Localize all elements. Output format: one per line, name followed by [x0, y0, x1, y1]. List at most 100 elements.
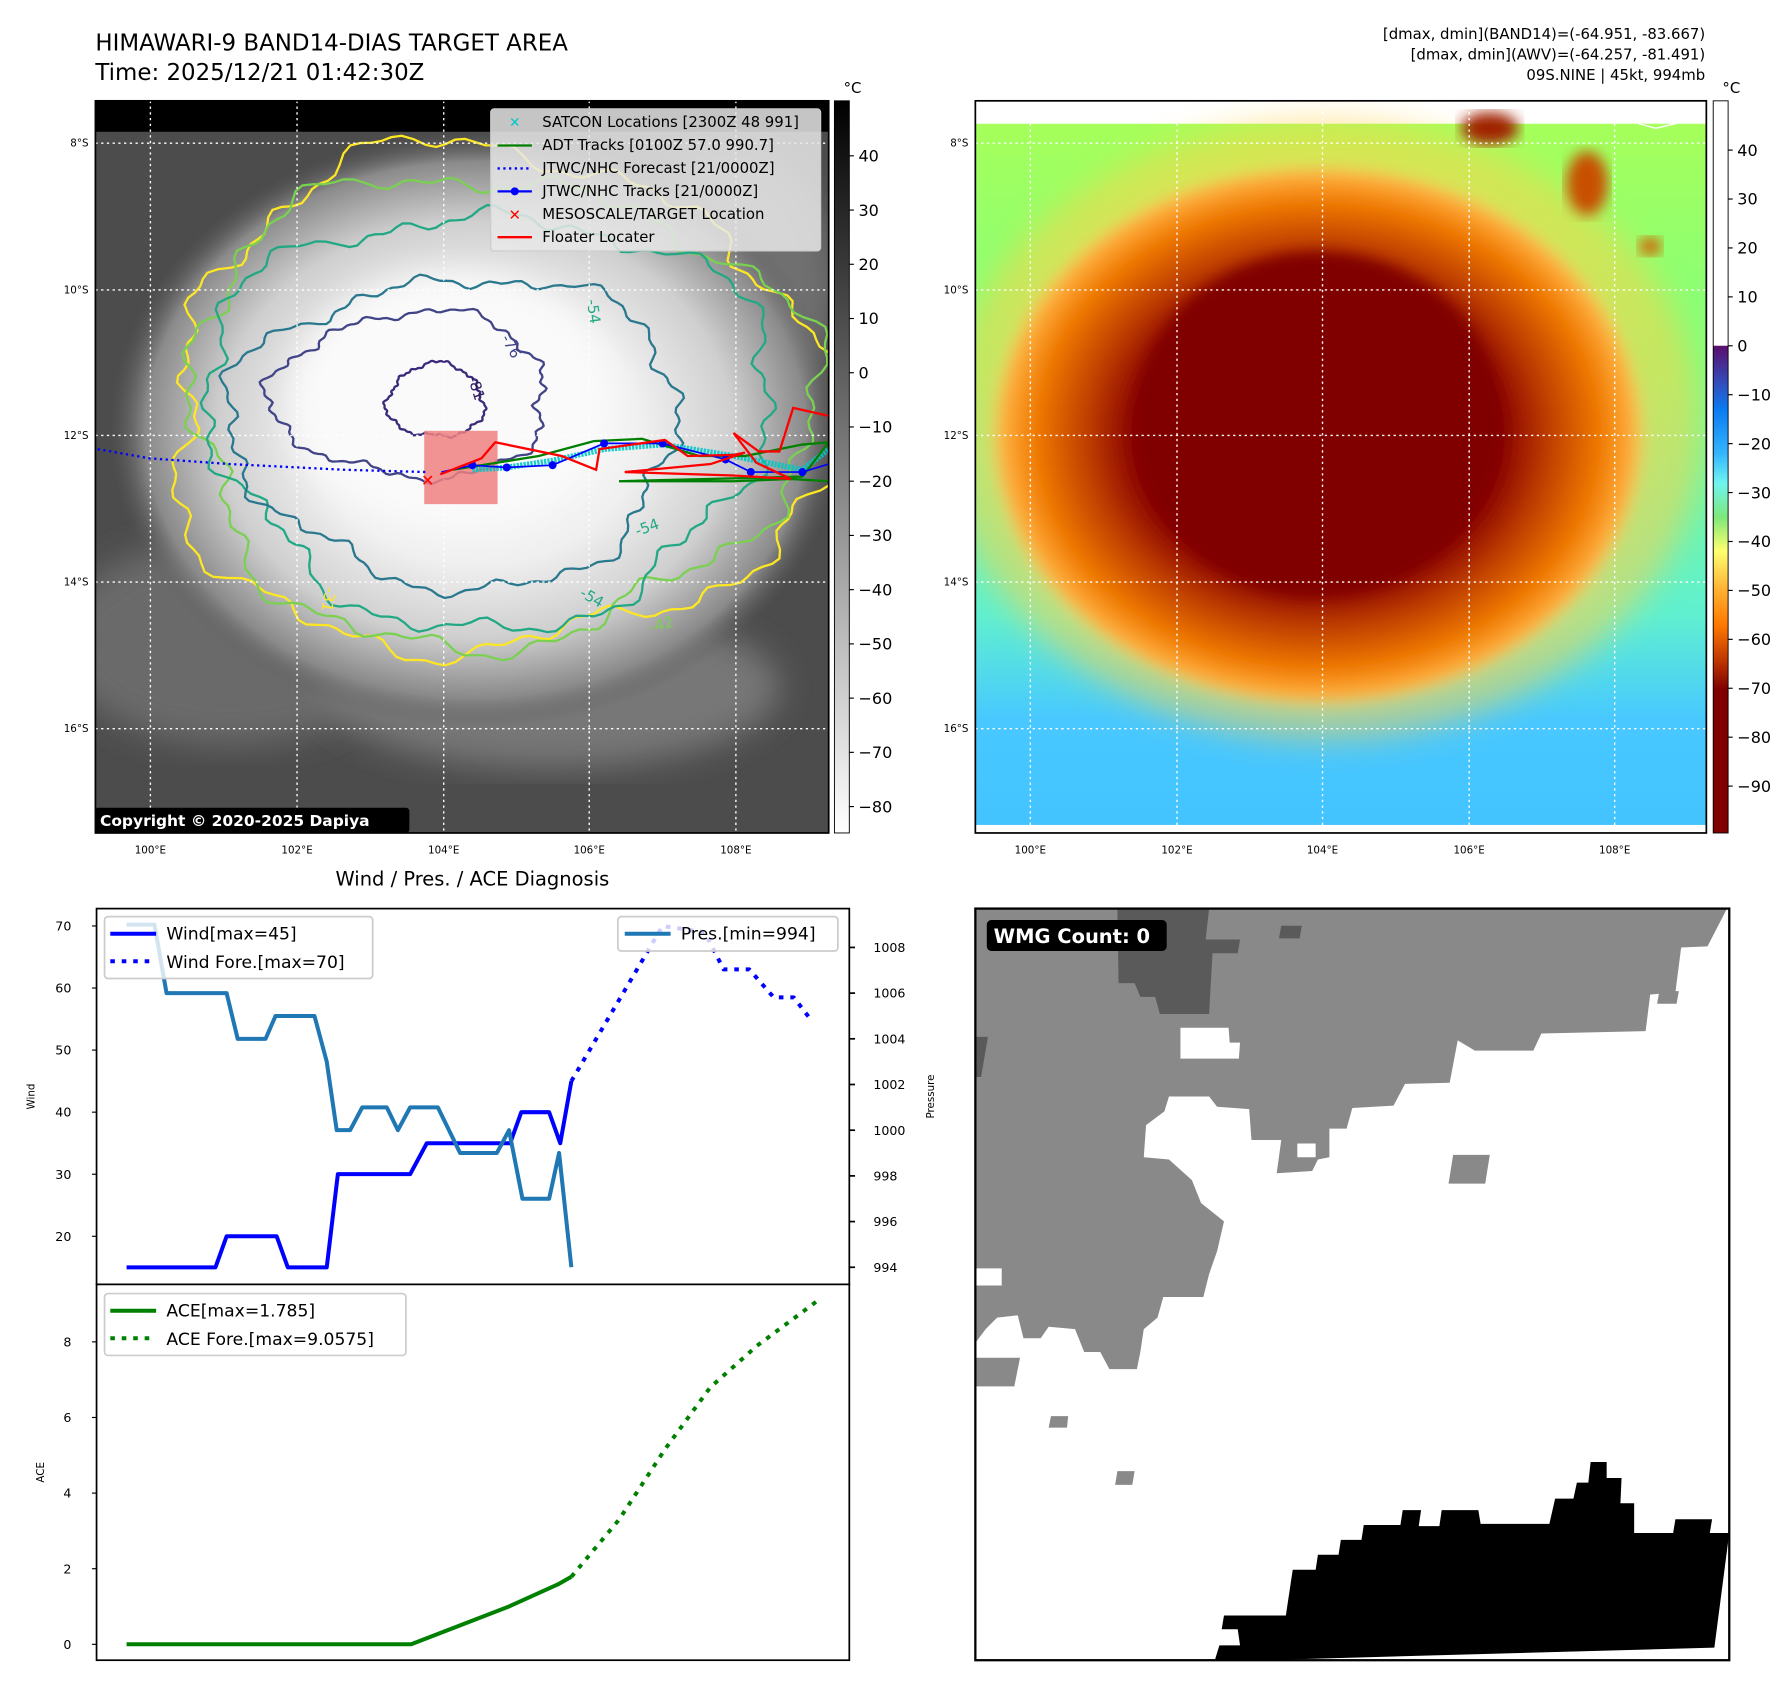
- colorbar-tick-label: −10: [858, 418, 892, 437]
- lon-label: 108°E: [720, 845, 751, 857]
- pressure-tick-label: 1002: [873, 1077, 905, 1092]
- legend-pressure: Pres.[min=994]: [681, 925, 816, 945]
- legend-wind: Wind[max=45]: [166, 925, 296, 945]
- colorbar-tick-label: −60: [858, 689, 892, 708]
- contour-label: -42: [647, 613, 675, 637]
- awv-map-frame: [974, 99, 1708, 834]
- wmg-panel: WMG Count: 0: [975, 908, 1730, 1661]
- wind-series: [126, 1080, 574, 1270]
- colorbar-tick-label: −50: [1737, 581, 1771, 600]
- copyright: Copyright © 2020-2025 Dapiya: [100, 812, 370, 830]
- wmg-frame: [974, 907, 1731, 1662]
- wmg-gray-region: [975, 908, 1727, 1370]
- lat-label: 16°S: [64, 723, 89, 735]
- ir-colorbar-ticks: 40 30 20 10 0 −10 −20 −30 −40 −50 −60 −70 −80: [849, 147, 892, 816]
- legend-adt: ADT Tracks [0100Z 57.0 990.7]: [542, 136, 774, 154]
- legend-floater: Floater Locater: [542, 228, 655, 246]
- lon-label: 104°E: [428, 845, 459, 857]
- colorbar-tick-label: −70: [1737, 679, 1771, 698]
- wmg-count-badge: [986, 920, 1167, 951]
- legend-wind-forecast: Wind Fore.[max=70]: [166, 953, 344, 973]
- wind-tick-label: 50: [55, 1043, 71, 1058]
- jtwc-forecast-track: [97, 448, 427, 474]
- wind-legend: Wind[max=45] Wind Fore.[max=70]: [103, 915, 374, 980]
- track-point-icon: [510, 187, 519, 196]
- awv-map: [975, 100, 1707, 833]
- wind-tick-label: 20: [55, 1229, 71, 1244]
- ir-map-legend: ✕ SATCON Locations [2300Z 48 991] ADT Tr…: [490, 108, 822, 252]
- legend-jtwc-tracks: JTWC/NHC Tracks [21/0000Z]: [541, 182, 758, 200]
- contour-label: -54: [583, 298, 604, 325]
- colorbar-tick-label: −50: [858, 635, 892, 654]
- ir-lon-labels: 100°E 102°E 104°E 106°E 108°E: [135, 845, 752, 857]
- ace-tick-label: 2: [63, 1561, 71, 1576]
- lat-label: 8°S: [950, 138, 968, 150]
- ace-fore-series: [569, 1300, 818, 1579]
- lat-label: 8°S: [70, 138, 88, 150]
- lat-label: 12°S: [944, 430, 969, 442]
- wind-tick-label: 40: [55, 1105, 71, 1120]
- pressure-legend: Pres.[min=994]: [617, 915, 839, 952]
- wind-tick-label: 70: [55, 919, 71, 934]
- legend-satcon: SATCON Locations [2300Z 48 991]: [542, 113, 799, 131]
- band14-range: [dmax, dmin](BAND14)=(-64.951, -83.667): [1383, 25, 1705, 43]
- colorbar-tick-label: −20: [858, 472, 892, 491]
- lat-label: 12°S: [64, 430, 89, 442]
- wind-tick-label: 30: [55, 1167, 71, 1182]
- copyright-box: [95, 807, 410, 833]
- awv-colorbar-ticks: 40 30 20 10 0 −10 −20 −30 −40 −50 −60 −70 −80 −90: [1728, 141, 1771, 796]
- colorbar-tick-label: −70: [858, 743, 892, 762]
- colorbar-tick-label: 30: [1737, 190, 1757, 209]
- wind-axis-label: Wind: [26, 1084, 38, 1110]
- lat-label: 14°S: [944, 576, 969, 588]
- ir-map: ✕ -76 -81 -54 -54 -54 -42 -31 ✕ SATCON L…: [95, 100, 829, 833]
- adt-track: [452, 437, 829, 483]
- lon-label: 100°E: [135, 845, 166, 857]
- colorbar-tick-label: 10: [858, 309, 878, 328]
- satcon-x-icon: ✕: [509, 115, 521, 131]
- contour-label: -31: [318, 586, 340, 613]
- lon-label: 108°E: [1599, 845, 1630, 857]
- ir-colorbar-unit: °C: [844, 79, 862, 97]
- ir-lat-labels: 8°S 10°S 12°S 14°S 16°S: [64, 138, 89, 735]
- lon-label: 102°E: [1161, 845, 1192, 857]
- colorbar-tick-label: −80: [858, 797, 892, 816]
- diagnosis-title: Wind / Pres. / ACE Diagnosis: [335, 868, 609, 891]
- pressure-tick-label: 1008: [873, 940, 905, 955]
- awv-colorbar: [1712, 100, 1729, 834]
- ace-tick-label: 8: [63, 1334, 71, 1349]
- lon-label: 100°E: [1015, 845, 1046, 857]
- legend-ace: ACE[max=1.785]: [166, 1301, 315, 1321]
- legend-mesoscale: MESOSCALE/TARGET Location: [542, 205, 764, 223]
- colorbar-tick-label: −20: [1737, 434, 1771, 453]
- colorbar-tick-label: 20: [858, 255, 878, 274]
- lon-label: 104°E: [1307, 845, 1338, 857]
- storm-info: 09S.NINE | 45kt, 994mb: [1526, 66, 1705, 84]
- pressure-tick-label: 996: [873, 1214, 897, 1229]
- lat-label: 10°S: [64, 284, 89, 296]
- ace-legend: ACE[max=1.785] ACE Fore.[max=9.0575]: [103, 1292, 407, 1357]
- awv-grid-lines: [975, 100, 1707, 833]
- pressure-tick-label: 998: [873, 1168, 897, 1183]
- colorbar-tick-label: 0: [1737, 337, 1747, 356]
- pressure-tick-label: 1000: [873, 1123, 905, 1138]
- colorbar-tick-label: 40: [1737, 141, 1757, 160]
- colorbar-tick-label: −60: [1737, 630, 1771, 649]
- pressure-axis-label: Pressure: [925, 1075, 937, 1119]
- lat-label: 16°S: [944, 723, 969, 735]
- lon-label: 106°E: [1454, 845, 1485, 857]
- wind-tick-label: 60: [55, 981, 71, 996]
- awv-lat-labels: 8°S 10°S 12°S 14°S 16°S: [944, 138, 969, 735]
- colorbar-tick-label: −90: [1737, 777, 1771, 796]
- ace-tick-label: 6: [63, 1410, 71, 1425]
- colorbar-tick-label: 30: [858, 201, 878, 220]
- pressure-tick-label: 1004: [873, 1031, 905, 1046]
- ace-series: [126, 1575, 573, 1647]
- mesoscale-target-marker: ✕: [421, 471, 434, 490]
- legend-jtwc-forecast: JTWC/NHC Forecast [21/0000Z]: [541, 159, 774, 177]
- pres-series: [126, 922, 574, 1268]
- colorbar-tick-label: −30: [1737, 483, 1771, 502]
- pressure-tick-label: 1006: [873, 986, 905, 1001]
- lat-label: 14°S: [64, 576, 89, 588]
